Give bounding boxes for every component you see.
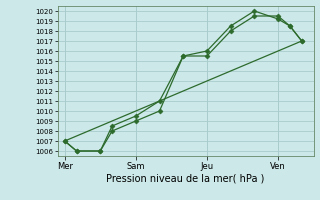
X-axis label: Pression niveau de la mer( hPa ): Pression niveau de la mer( hPa ) [107, 173, 265, 183]
